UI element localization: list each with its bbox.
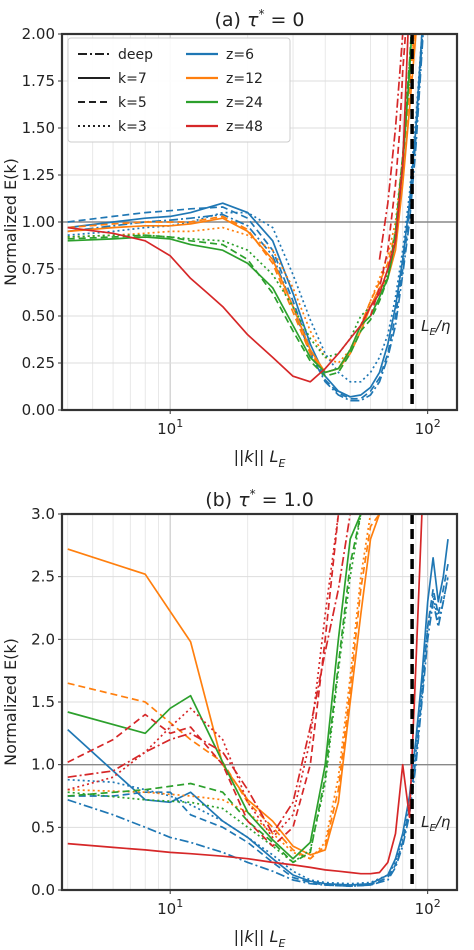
series-line-7	[67, 514, 362, 860]
y-tick-label: 1.00	[22, 213, 55, 231]
scale-marker-label: LE/η	[421, 813, 451, 834]
series-group	[67, 514, 449, 888]
y-tick-label: 1.0	[31, 756, 55, 774]
series-line-0	[67, 34, 423, 398]
chart-panel-a: LE/η 0.00 0.25 0.50 0.75 1.00 1.25 1.50 1.75 2.00…	[1, 7, 459, 470]
series-line-8	[67, 514, 362, 864]
y-tick-label: 3.0	[31, 505, 55, 523]
legend: deep k=7 k=5 k=3 z=6 z=12 z=24 z=48	[67, 37, 291, 143]
legend-color-label: z=12	[226, 71, 263, 87]
y-tick-label: 2.0	[31, 630, 55, 648]
y-axis-label: Normalized E(k)	[1, 158, 20, 286]
legend-style-label: k=5	[118, 95, 147, 111]
series-line-3	[67, 34, 424, 402]
series-line-9	[67, 34, 413, 359]
series-line-5	[67, 514, 381, 860]
y-tick-label: 2.00	[22, 25, 55, 43]
series-line-11	[369, 34, 409, 317]
legend-color-label: z=6	[226, 47, 254, 63]
y-tick-label: 0.25	[22, 354, 55, 372]
x-axis-label: ||k|| LE	[234, 927, 286, 950]
chart-panel-b: LE/η 0.0 0.5 1.0 1.5 2.0 2.5 3.0 101 102 (b) τ* = …	[1, 487, 459, 950]
y-tick-label: 0.5	[31, 818, 55, 836]
series-line-0	[67, 538, 449, 886]
series-line-1	[67, 34, 424, 400]
y-tick-label: 1.50	[22, 119, 55, 137]
chart-title: (a) τ* = 0	[214, 7, 304, 31]
series-line-11	[67, 514, 340, 847]
legend-style-label: k=7	[118, 71, 147, 87]
legend-box	[67, 37, 291, 143]
scale-marker-label: LE/η	[421, 317, 451, 338]
x-tick-label: 101	[157, 897, 183, 918]
x-axis-label: ||k|| LE	[234, 447, 286, 470]
y-tick-label: 1.75	[22, 72, 55, 90]
legend-style-label: k=3	[118, 119, 147, 135]
series-group	[67, 34, 424, 402]
y-tick-label: 0.0	[31, 881, 55, 899]
y-tick-label: 1.5	[31, 693, 55, 711]
x-tick-label: 102	[415, 897, 441, 918]
series-line-2	[67, 576, 449, 885]
series-line-10	[67, 514, 423, 875]
x-tick-label: 101	[157, 417, 183, 438]
series-line-9	[67, 514, 362, 864]
x-tick-label: 102	[415, 417, 441, 438]
legend-color-label: z=48	[226, 119, 263, 135]
series-line-12	[378, 34, 406, 260]
y-tick-label: 1.25	[22, 166, 55, 184]
y-tick-label: 0.75	[22, 260, 55, 278]
legend-color-label: z=24	[226, 95, 263, 111]
y-tick-label: 0.00	[22, 401, 55, 419]
y-tick-label: 2.5	[31, 568, 55, 586]
legend-style-label: deep	[118, 47, 153, 63]
chart-title: (b) τ* = 1.0	[205, 487, 314, 511]
series-line-6	[67, 34, 415, 364]
series-line-12	[67, 514, 340, 839]
series-line-6	[67, 514, 380, 860]
y-axis-label: Normalized E(k)	[1, 638, 20, 766]
series-line-2	[67, 34, 423, 383]
series-line-10	[67, 34, 409, 383]
y-tick-label: 0.50	[22, 307, 55, 325]
series-line-3	[67, 576, 449, 888]
